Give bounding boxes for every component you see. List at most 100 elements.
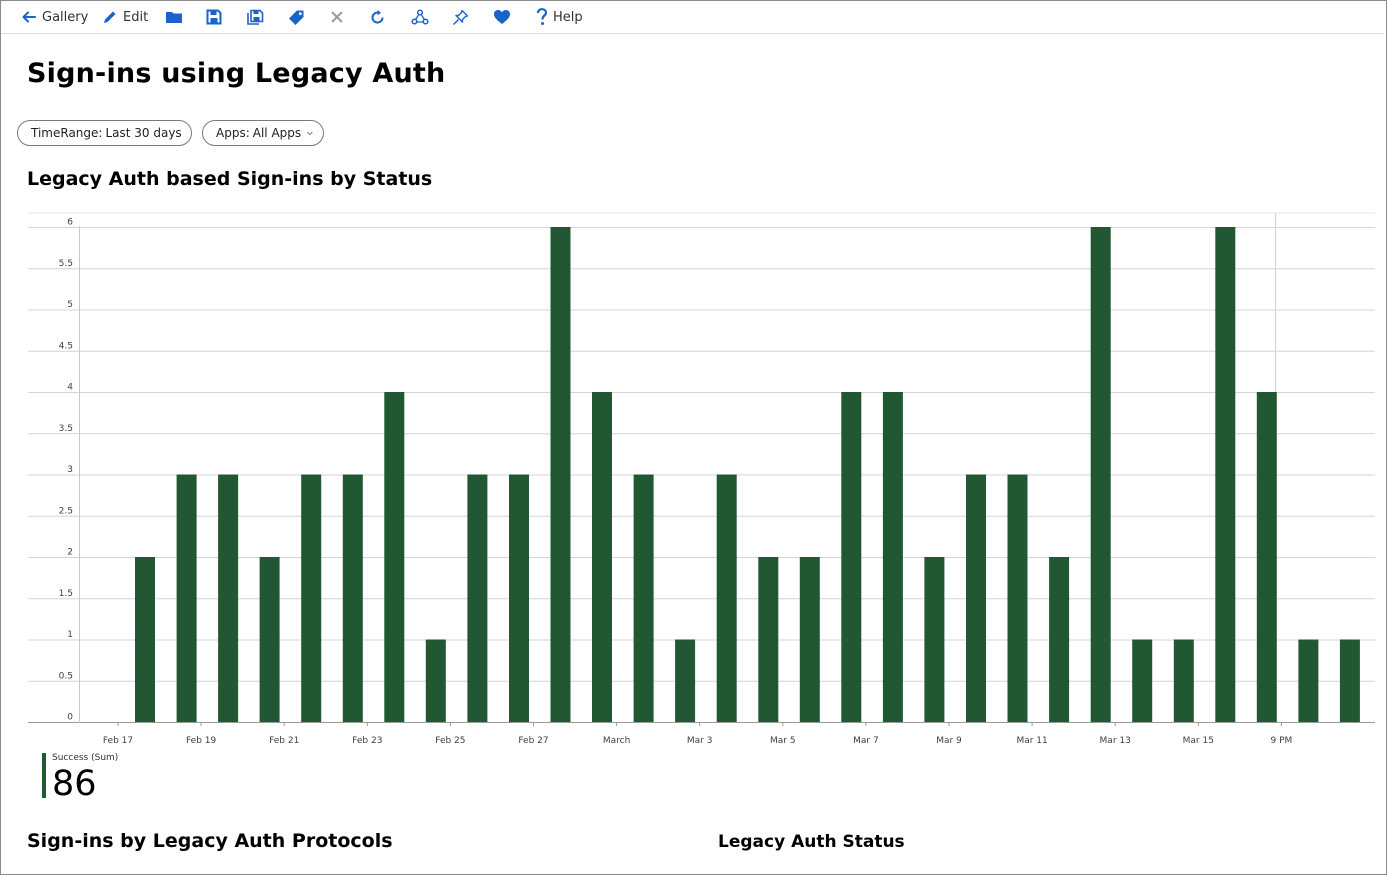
y-tick-label: 0 xyxy=(67,713,73,723)
tag-icon xyxy=(289,10,304,25)
save-as-icon xyxy=(247,9,264,25)
chart-bar[interactable] xyxy=(135,557,155,722)
legend-color-bar xyxy=(42,753,46,798)
favorite-button[interactable] xyxy=(493,4,511,30)
x-tick-label: March xyxy=(603,736,630,746)
help-icon xyxy=(536,8,548,25)
y-tick-label: 1 xyxy=(67,630,73,640)
chart-bar[interactable] xyxy=(592,392,612,722)
apps-value: All Apps xyxy=(252,126,302,140)
close-icon xyxy=(331,11,343,23)
chart-bar[interactable] xyxy=(966,474,986,723)
section-title-protocols: Sign-ins by Legacy Auth Protocols xyxy=(27,830,393,852)
bar-chart[interactable]: 0 0.5 1 1.5 2 2.5 3 3.5 4 4.5 5 5.5 6 Feb 17 Feb 19 Feb… xyxy=(0,200,1387,755)
x-tick-label: Mar 3 xyxy=(687,736,713,746)
chart-bar[interactable] xyxy=(924,557,945,722)
section-title-status: Legacy Auth Status xyxy=(718,832,905,852)
chart-bar[interactable] xyxy=(1049,557,1070,722)
chart-bar[interactable] xyxy=(550,227,571,722)
gallery-button[interactable]: Gallery xyxy=(21,4,88,30)
open-button[interactable] xyxy=(165,4,183,30)
chart-bar[interactable] xyxy=(1339,639,1360,723)
refresh-icon xyxy=(371,9,384,24)
chart-bar[interactable] xyxy=(218,474,239,723)
y-tick-label: 4 xyxy=(67,383,73,393)
y-tick-label: 0.5 xyxy=(59,671,73,681)
chart-bar[interactable] xyxy=(1090,227,1111,722)
chart-bar[interactable] xyxy=(342,474,363,723)
chart-bar[interactable] xyxy=(882,392,903,722)
time-range-name: TimeRange: xyxy=(31,126,103,140)
chart-bar[interactable] xyxy=(1132,639,1153,723)
x-tick-label: Feb 23 xyxy=(352,736,382,746)
save-button[interactable] xyxy=(206,4,222,30)
help-label: Help xyxy=(553,9,583,25)
chart-bar[interactable] xyxy=(1215,227,1236,722)
share-icon xyxy=(411,8,429,25)
help-button[interactable]: Help xyxy=(536,4,583,30)
chart-title: Legacy Auth based Sign-ins by Status xyxy=(27,168,433,190)
chart-bar[interactable] xyxy=(509,474,529,723)
x-tick-label: Feb 25 xyxy=(435,736,465,746)
x-tick-label: Mar 11 xyxy=(1016,736,1047,746)
heart-icon xyxy=(494,10,510,24)
page-title: Sign-ins using Legacy Auth xyxy=(27,58,446,89)
refresh-button[interactable] xyxy=(369,4,386,30)
y-tick-label: 6 xyxy=(67,218,73,228)
chart-bar[interactable] xyxy=(1173,639,1194,723)
pin-button[interactable] xyxy=(452,4,469,30)
chart-bar[interactable] xyxy=(259,557,280,722)
x-tick-label: Feb 17 xyxy=(103,736,133,746)
x-tick-label: Feb 19 xyxy=(186,736,217,746)
save-as-button[interactable] xyxy=(247,4,264,30)
time-range-value: Last 30 days xyxy=(105,126,182,140)
chart-bar[interactable] xyxy=(799,557,820,722)
discard-button[interactable] xyxy=(330,4,344,30)
toolbar: Gallery Edit Help xyxy=(1,1,1384,34)
chart-bar[interactable] xyxy=(384,392,405,722)
time-range-dropdown[interactable]: TimeRange: Last 30 days xyxy=(17,120,192,146)
legend-total-value: 86 xyxy=(52,764,97,804)
y-tick-label: 5 xyxy=(67,300,73,310)
y-tick-label: 4.5 xyxy=(59,341,73,351)
back-arrow-icon xyxy=(22,11,36,23)
tag-button[interactable] xyxy=(288,4,305,30)
save-icon xyxy=(206,9,222,25)
chart-bar[interactable] xyxy=(1007,474,1028,723)
x-tick-label: 9 PM xyxy=(1271,736,1293,746)
x-tick-label: Feb 21 xyxy=(269,736,299,746)
y-tick-label: 2.5 xyxy=(59,506,73,516)
x-tick-label: Mar 15 xyxy=(1183,736,1214,746)
x-tick-label: Mar 7 xyxy=(853,736,879,746)
chart-bar[interactable] xyxy=(467,474,488,723)
apps-name: Apps: xyxy=(216,126,250,140)
legend-label: Success (Sum) xyxy=(52,753,119,763)
y-tick-label: 2 xyxy=(67,548,73,558)
chart-bar[interactable] xyxy=(675,639,696,723)
y-tick-label: 5.5 xyxy=(59,259,73,269)
chart-bar[interactable] xyxy=(1256,392,1277,722)
folder-icon xyxy=(166,12,182,23)
chart-bar[interactable] xyxy=(758,557,779,722)
apps-dropdown[interactable]: Apps: All Apps xyxy=(202,120,324,146)
pin-icon xyxy=(453,9,469,25)
share-button[interactable] xyxy=(411,4,429,30)
chart-bar[interactable] xyxy=(841,392,862,722)
x-tick-label: Mar 5 xyxy=(770,736,796,746)
y-tick-label: 1.5 xyxy=(59,589,73,599)
gallery-label: Gallery xyxy=(42,9,89,25)
chart-bar[interactable] xyxy=(301,474,322,723)
x-tick-label: Mar 13 xyxy=(1100,736,1131,746)
y-tick-label: 3.5 xyxy=(59,424,73,434)
chart-bar[interactable] xyxy=(1298,639,1319,723)
x-tick-label: Feb 27 xyxy=(518,736,548,746)
chart-bar[interactable] xyxy=(633,474,654,723)
chart-bar[interactable] xyxy=(425,639,446,723)
chart-bar[interactable] xyxy=(176,474,197,723)
chart-bar[interactable] xyxy=(716,474,737,723)
edit-label: Edit xyxy=(123,9,149,25)
y-tick-label: 3 xyxy=(67,465,73,475)
pencil-icon xyxy=(104,11,116,23)
edit-button[interactable]: Edit xyxy=(102,4,148,30)
x-tick-label: Mar 9 xyxy=(936,736,962,746)
